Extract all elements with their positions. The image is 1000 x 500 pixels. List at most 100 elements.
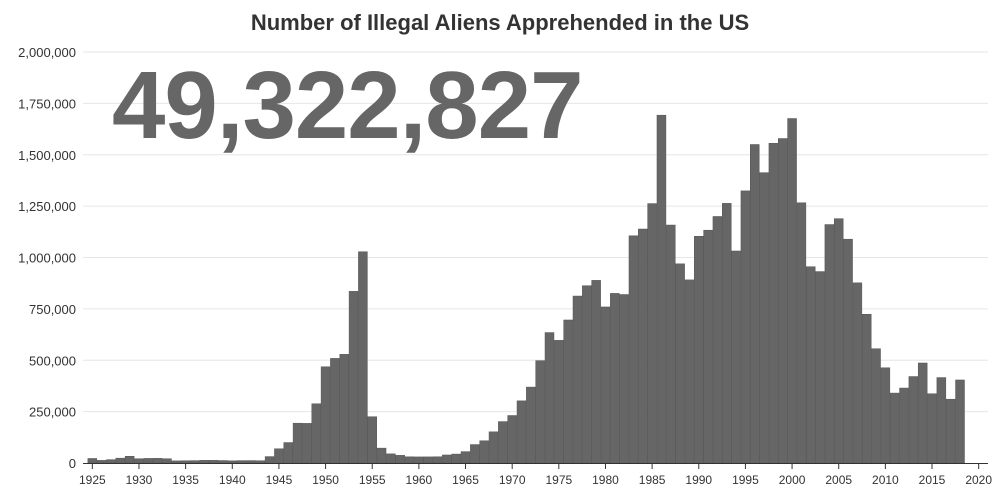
bar-1979 <box>591 280 601 464</box>
x-tick-label: 1975 <box>545 473 572 487</box>
x-tick-label: 1970 <box>499 473 526 487</box>
bar-2009 <box>871 348 881 464</box>
x-tick-label: 2010 <box>872 473 899 487</box>
bar-1976 <box>563 319 573 464</box>
y-tick-label: 2,000,000 <box>18 45 76 60</box>
bar-2018 <box>955 379 965 464</box>
bar-1934 <box>171 460 182 464</box>
bar-1968 <box>488 431 499 464</box>
y-tick-label: 250,000 <box>29 405 76 420</box>
x-tick-label: 2005 <box>825 473 852 487</box>
total-apprehensions: 49,322,827 <box>112 52 583 159</box>
bar-1955 <box>367 416 377 464</box>
axes: 0 250,000 500,000 750,000 1,000,000 1,250,000… <box>18 45 992 487</box>
bar-1925 <box>87 458 98 464</box>
bar-1927 <box>106 459 116 464</box>
bars <box>87 114 965 464</box>
bar-1951 <box>330 358 340 464</box>
bar-1964 <box>451 453 461 464</box>
bar-1939 <box>218 460 228 464</box>
bar-1954 <box>358 251 368 464</box>
bar-1970 <box>507 415 517 464</box>
bar-1929 <box>124 456 135 464</box>
x-tick-label: 1955 <box>359 473 386 487</box>
bar-1989 <box>684 279 695 464</box>
bar-2011 <box>889 392 900 464</box>
bar-2016 <box>936 377 947 464</box>
x-tick-label: 2020 <box>965 473 992 487</box>
bar-2000 <box>787 118 797 464</box>
bar-1973 <box>535 360 545 464</box>
bar-1949 <box>311 403 321 464</box>
bar-1986 <box>656 114 667 464</box>
bar-1946 <box>283 442 293 464</box>
bar-1941 <box>236 460 247 464</box>
x-tick-label: 1925 <box>79 473 106 487</box>
bar-1943 <box>255 460 265 464</box>
bar-1930 <box>134 458 144 464</box>
bar-1975 <box>554 340 564 464</box>
bar-1942 <box>246 460 256 464</box>
bar-1990 <box>694 236 704 464</box>
x-tick-label: 1980 <box>592 473 619 487</box>
bar-2004 <box>824 224 835 464</box>
bar-1985 <box>647 203 657 464</box>
bar-1982 <box>619 294 629 464</box>
bar-1956 <box>376 447 387 464</box>
bar-2003 <box>815 271 825 464</box>
bar-1999 <box>778 138 788 464</box>
bar-1926 <box>96 460 107 464</box>
bar-1969 <box>498 421 508 464</box>
bar-1932 <box>152 458 163 464</box>
bar-1936 <box>190 460 200 464</box>
bar-1962 <box>432 456 443 464</box>
x-tick-label: 1960 <box>406 473 433 487</box>
bar-1957 <box>386 453 396 464</box>
bar-2007 <box>852 282 863 464</box>
bar-2001 <box>796 202 807 464</box>
bar-1998 <box>768 143 779 464</box>
bar-1987 <box>666 224 676 464</box>
bar-1958 <box>395 455 405 464</box>
bar-1984 <box>638 228 648 464</box>
x-tick-label: 1995 <box>732 473 759 487</box>
bar-1963 <box>442 454 452 464</box>
bar-2017 <box>945 398 956 464</box>
y-tick-label: 500,000 <box>29 353 76 368</box>
y-tick-label: 1,000,000 <box>18 251 76 266</box>
bar-2005 <box>833 218 844 464</box>
x-tick-label: 1965 <box>452 473 479 487</box>
bar-1965 <box>460 451 471 464</box>
bar-1972 <box>526 386 536 464</box>
bar-1940 <box>227 460 238 464</box>
y-tick-label: 1,250,000 <box>18 199 76 214</box>
y-tick-label: 1,500,000 <box>18 148 76 163</box>
bar-2006 <box>843 238 853 464</box>
bar-2015 <box>927 393 937 464</box>
bar-1938 <box>208 460 219 464</box>
bar-1992 <box>712 216 723 464</box>
bar-1928 <box>115 457 126 464</box>
x-tick-label: 1990 <box>685 473 712 487</box>
bar-1978 <box>582 285 592 464</box>
bar-1953 <box>348 291 359 464</box>
bar-1991 <box>703 229 713 464</box>
bar-1961 <box>423 456 433 464</box>
bar-1993 <box>722 203 732 464</box>
bar-1974 <box>544 332 555 464</box>
x-tick-label: 1940 <box>219 473 246 487</box>
chart-title: Number of Illegal Aliens Apprehended in … <box>250 10 750 35</box>
bar-2014 <box>917 362 928 464</box>
x-tick-label: 1930 <box>126 473 153 487</box>
bar-1988 <box>675 263 685 464</box>
bar-1997 <box>759 172 769 464</box>
x-tick-label: 1935 <box>172 473 199 487</box>
x-tick-label: 2000 <box>779 473 806 487</box>
bar-1933 <box>162 458 172 464</box>
x-tick-label: 1985 <box>639 473 666 487</box>
bar-1996 <box>750 144 760 464</box>
x-tick-label: 1950 <box>312 473 339 487</box>
bar-1980 <box>600 306 611 464</box>
